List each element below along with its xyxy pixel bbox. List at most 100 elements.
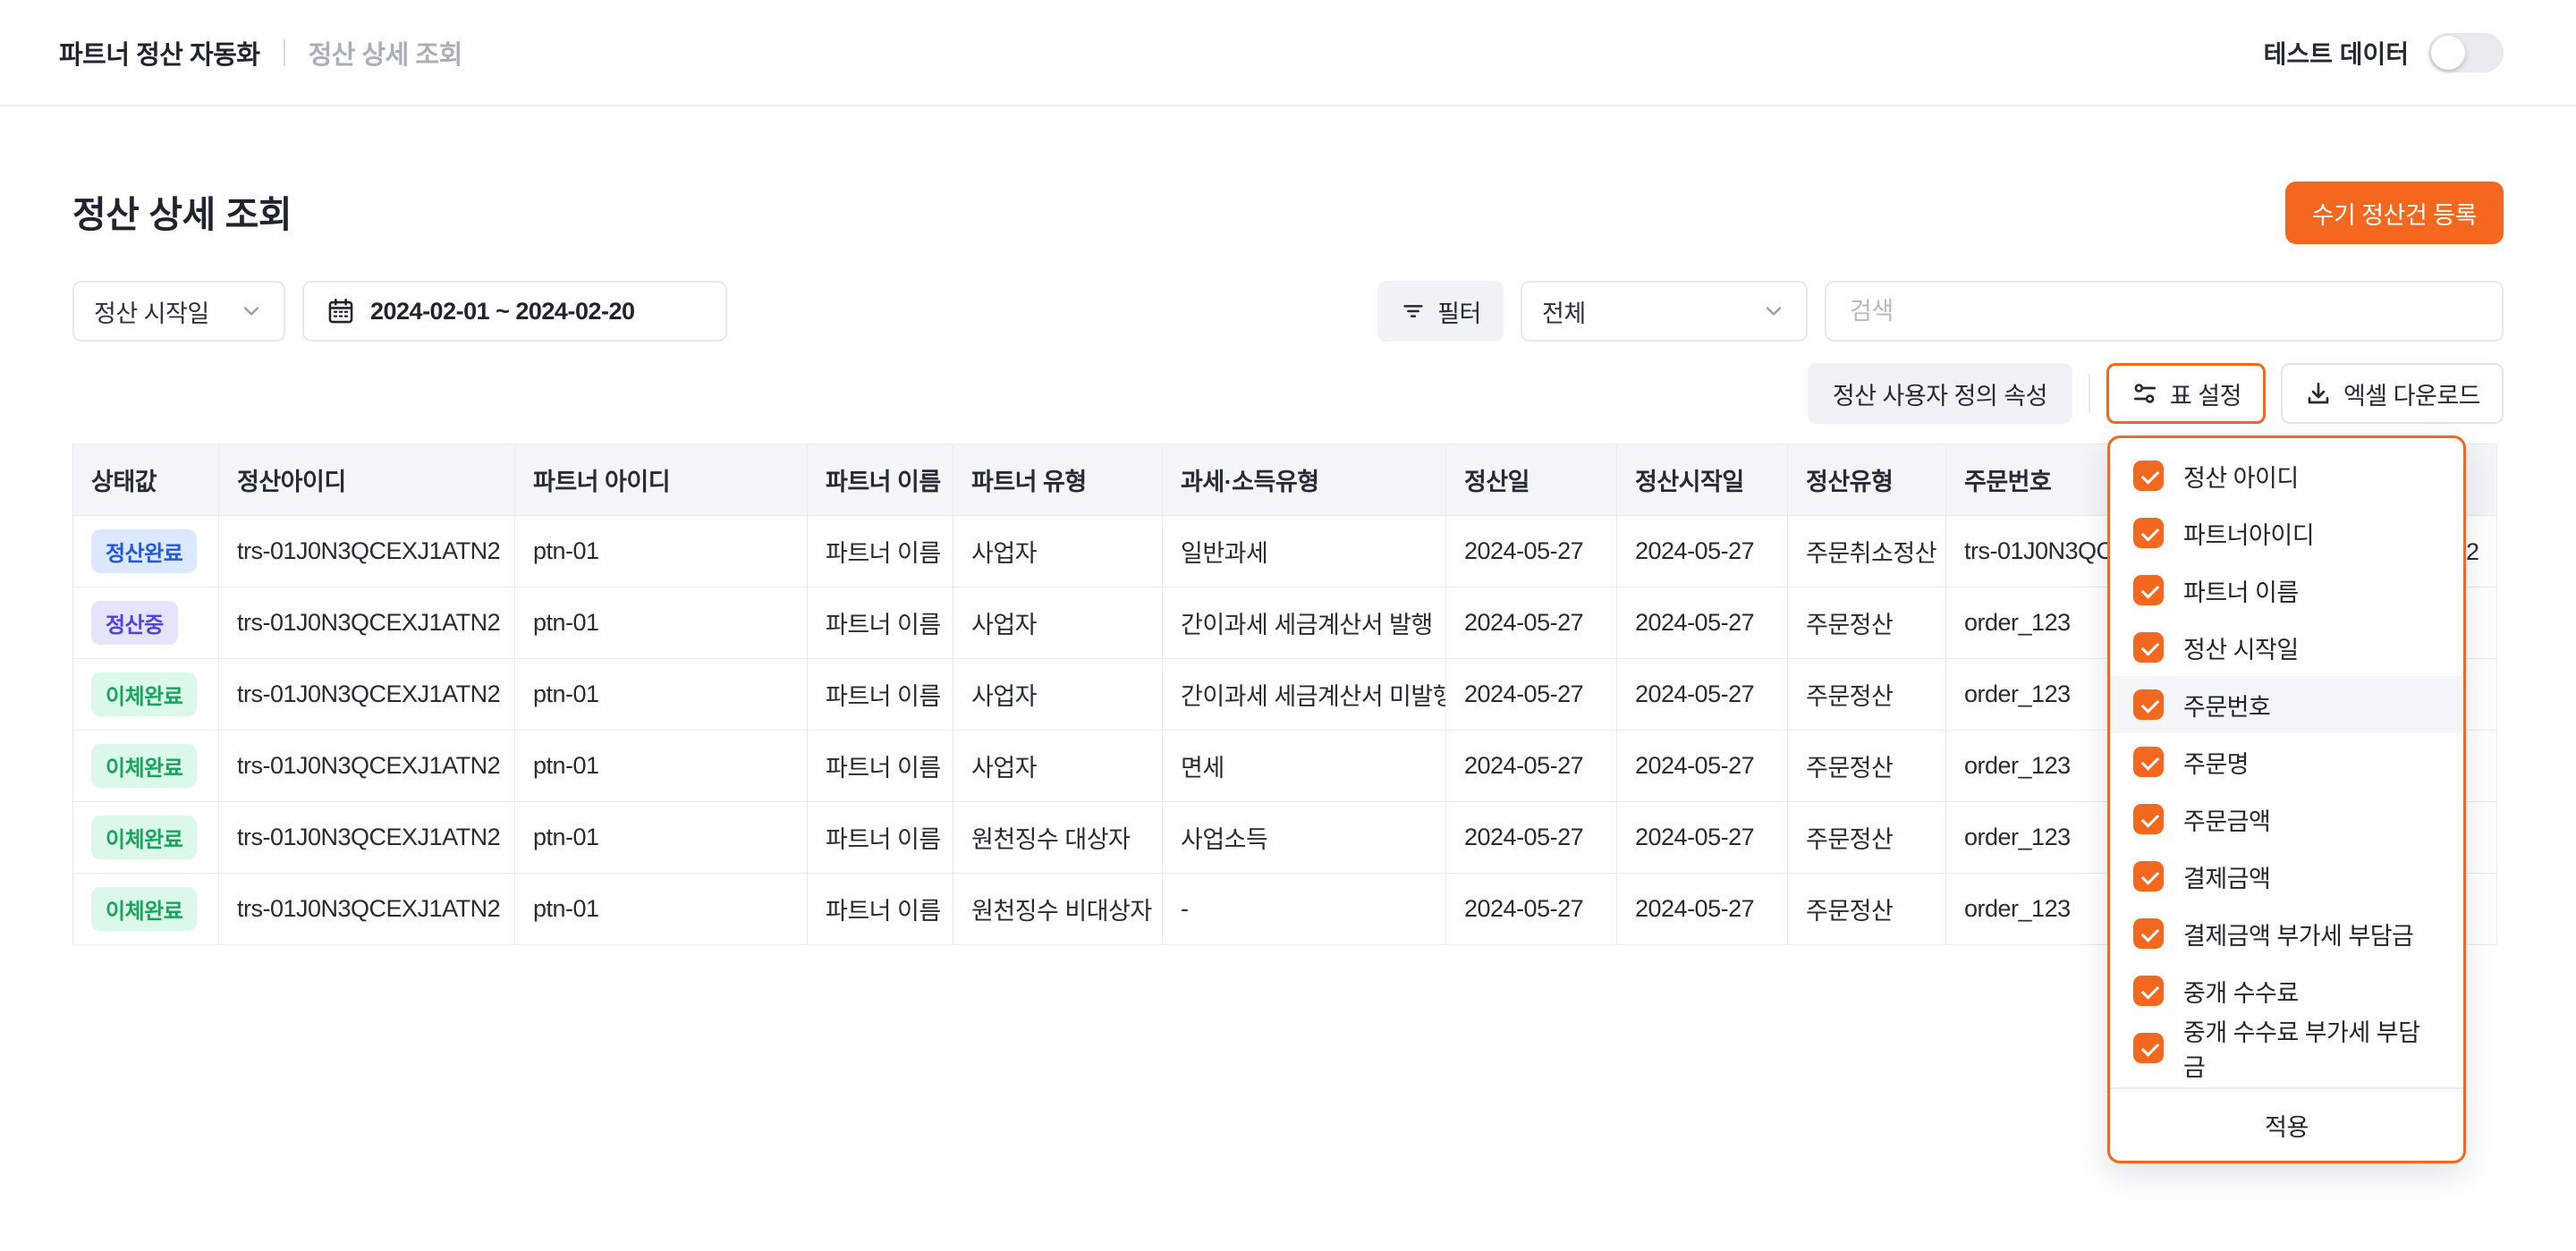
cell-tax-income-type: 간이과세 세금계산서 미발행 bbox=[1162, 658, 1446, 731]
column-toggle-item[interactable]: 결제금액 bbox=[2110, 848, 2463, 905]
test-data-toggle[interactable] bbox=[2428, 32, 2504, 72]
cell-tax-income-type: 간이과세 세금계산서 발행 bbox=[1162, 587, 1446, 659]
actions-divider bbox=[2088, 375, 2090, 412]
cell-partner-id: ptn-01 bbox=[514, 801, 808, 874]
column-toggle-label: 결제금액 bbox=[2183, 865, 2271, 892]
filter-button[interactable]: 필터 bbox=[1377, 281, 1504, 342]
checkbox-icon[interactable] bbox=[2133, 461, 2164, 491]
column-toggle-label: 정산 아이디 bbox=[2183, 464, 2299, 492]
cell-settlement-date: 2024-05-27 bbox=[1445, 873, 1617, 945]
cell-partner-type: 원천징수 비대상자 bbox=[953, 873, 1163, 945]
column-toggle-label: 중개 수수료 부가세 부담금 bbox=[2183, 1019, 2420, 1081]
cell-settlement-type: 주문정산 bbox=[1787, 730, 1946, 802]
checkbox-icon[interactable] bbox=[2133, 632, 2164, 663]
cell-partner-name: 파트너 이름 bbox=[807, 730, 953, 802]
excel-download-button[interactable]: 엑셀 다운로드 bbox=[2280, 363, 2504, 424]
app-title: 파트너 정산 자동화 bbox=[59, 40, 260, 70]
status-badge: 이체완료 bbox=[91, 744, 198, 788]
table-actions-row: 정산 사용자 정의 속성 표 설정 엑셀 다운로드 bbox=[1807, 363, 2504, 424]
cell-partner-name: 파트너 이름 bbox=[807, 873, 953, 945]
table-settings-label: 표 설정 bbox=[2169, 382, 2242, 410]
cell-settlement-type: 주문정산 bbox=[1787, 801, 1946, 874]
column-toggle-item[interactable]: 결제금액 부가세 부담금 bbox=[2110, 905, 2463, 962]
column-toggle-item[interactable]: 정산 시작일 bbox=[2110, 619, 2463, 676]
col-header-partner-id: 파트너 아이디 bbox=[514, 444, 808, 516]
search-input[interactable] bbox=[1848, 296, 2480, 326]
cell-settlement-date: 2024-05-27 bbox=[1445, 730, 1617, 802]
page-title: 정산 상세 조회 bbox=[72, 194, 292, 235]
cell-settlement-date: 2024-05-27 bbox=[1445, 515, 1617, 587]
column-toggle-list: 정산 아이디 파트너아이디 파트너 이름 정산 시작일 주문번호 주문명 bbox=[2110, 438, 2463, 1087]
cell-settlement-start-date: 2024-05-27 bbox=[1616, 587, 1788, 659]
cell-settlement-id: trs-01J0N3QCEXJ1ATN2 bbox=[218, 801, 515, 874]
column-toggle-item[interactable]: 주문번호 bbox=[2110, 676, 2463, 733]
scope-select[interactable]: 전체 bbox=[1521, 281, 1808, 342]
cell-settlement-start-date: 2024-05-27 bbox=[1616, 730, 1788, 802]
checkbox-icon[interactable] bbox=[2133, 1033, 2164, 1063]
filter-row: 정산 시작일 2024-02-01 ~ 2024-02-20 필터 전체 bbox=[72, 281, 2504, 342]
checkbox-icon[interactable] bbox=[2133, 518, 2164, 548]
test-data-control: 테스트 데이터 bbox=[2264, 32, 2504, 72]
manual-settlement-register-button[interactable]: 수기 정산건 등록 bbox=[2284, 182, 2504, 244]
breadcrumb-current: 정산 상세 조회 bbox=[308, 40, 463, 70]
checkbox-icon[interactable] bbox=[2133, 976, 2164, 1006]
excel-download-label: 엑셀 다운로드 bbox=[2343, 382, 2481, 410]
date-type-select[interactable]: 정산 시작일 bbox=[72, 281, 285, 342]
column-toggle-item[interactable]: 정산 아이디 bbox=[2110, 447, 2463, 504]
cell-settlement-type: 주문정산 bbox=[1787, 587, 1946, 659]
download-icon bbox=[2304, 379, 2333, 408]
cell-partner-name: 파트너 이름 bbox=[807, 801, 953, 874]
status-badge: 정산완료 bbox=[91, 529, 198, 573]
column-toggle-item[interactable]: 중개 수수료 부가세 부담금 bbox=[2110, 1019, 2463, 1081]
column-toggle-label: 정산 시작일 bbox=[2183, 636, 2299, 664]
checkbox-icon[interactable] bbox=[2133, 689, 2164, 720]
status-badge: 이체완료 bbox=[91, 672, 198, 716]
checkbox-icon[interactable] bbox=[2133, 861, 2164, 892]
cell-settlement-start-date: 2024-05-27 bbox=[1616, 515, 1788, 587]
date-type-select-value: 정산 시작일 bbox=[94, 300, 209, 327]
col-header-settlement-start-date: 정산시작일 bbox=[1616, 444, 1788, 516]
search-field bbox=[1825, 281, 2504, 342]
toggle-knob bbox=[2431, 35, 2465, 70]
col-header-partner-name: 파트너 이름 bbox=[807, 444, 953, 516]
table-settings-popup: 정산 아이디 파트너아이디 파트너 이름 정산 시작일 주문번호 주문명 bbox=[2107, 435, 2466, 1163]
filter-button-label: 필터 bbox=[1437, 300, 1481, 327]
cell-tax-income-type: - bbox=[1162, 873, 1446, 945]
col-header-status: 상태값 bbox=[72, 444, 219, 516]
cell-partner-type: 사업자 bbox=[953, 587, 1163, 659]
cell-settlement-id: trs-01J0N3QCEXJ1ATN2 bbox=[218, 587, 515, 659]
cell-tax-income-type: 사업소득 bbox=[1162, 801, 1446, 874]
checkbox-icon[interactable] bbox=[2133, 918, 2164, 949]
breadcrumb: 파트너 정산 자동화 정산 상세 조회 bbox=[59, 34, 462, 72]
breadcrumb-divider bbox=[283, 38, 285, 66]
column-toggle-item[interactable]: 주문명 bbox=[2110, 733, 2463, 790]
cell-settlement-start-date: 2024-05-27 bbox=[1616, 658, 1788, 731]
scope-select-value: 전체 bbox=[1542, 300, 1586, 327]
col-header-settlement-id: 정산아이디 bbox=[218, 444, 515, 516]
table-header-row: 상태값 정산아이디 파트너 아이디 파트너 이름 파트너 유형 과세·소득유형 … bbox=[72, 444, 2497, 516]
table-row: 정산완료 trs-01J0N3QCEXJ1ATN2 ptn-01 파트너 이름 … bbox=[72, 515, 2497, 587]
cell-partner-type: 사업자 bbox=[953, 658, 1163, 731]
column-toggle-item[interactable]: 주문금액 bbox=[2110, 790, 2463, 848]
cell-partner-name: 파트너 이름 bbox=[807, 515, 953, 587]
column-toggle-item[interactable]: 파트너아이디 bbox=[2110, 504, 2463, 562]
cell-settlement-type: 주문정산 bbox=[1787, 658, 1946, 731]
apply-button[interactable]: 적용 bbox=[2110, 1087, 2463, 1161]
column-toggle-item[interactable]: 중개 수수료 bbox=[2110, 962, 2463, 1019]
col-header-tax-income-type: 과세·소득유형 bbox=[1162, 444, 1446, 516]
custom-attributes-button[interactable]: 정산 사용자 정의 속성 bbox=[1807, 363, 2072, 424]
date-range-picker[interactable]: 2024-02-01 ~ 2024-02-20 bbox=[302, 281, 727, 342]
checkbox-icon[interactable] bbox=[2133, 575, 2164, 605]
cell-partner-id: ptn-01 bbox=[514, 658, 808, 731]
checkbox-icon[interactable] bbox=[2133, 804, 2164, 834]
column-toggle-item[interactable]: 파트너 이름 bbox=[2110, 562, 2463, 619]
table-settings-button[interactable]: 표 설정 bbox=[2106, 363, 2266, 424]
cell-partner-id: ptn-01 bbox=[514, 515, 808, 587]
date-range-value: 2024-02-01 ~ 2024-02-20 bbox=[370, 297, 635, 325]
cell-settlement-date: 2024-05-27 bbox=[1445, 658, 1617, 731]
column-toggle-label: 결제금액 부가세 부담금 bbox=[2183, 922, 2414, 950]
cell-partner-type: 원천징수 대상자 bbox=[953, 801, 1163, 874]
cell-partner-type: 사업자 bbox=[953, 730, 1163, 802]
checkbox-icon[interactable] bbox=[2133, 747, 2164, 777]
chevron-down-icon bbox=[1761, 299, 1786, 324]
